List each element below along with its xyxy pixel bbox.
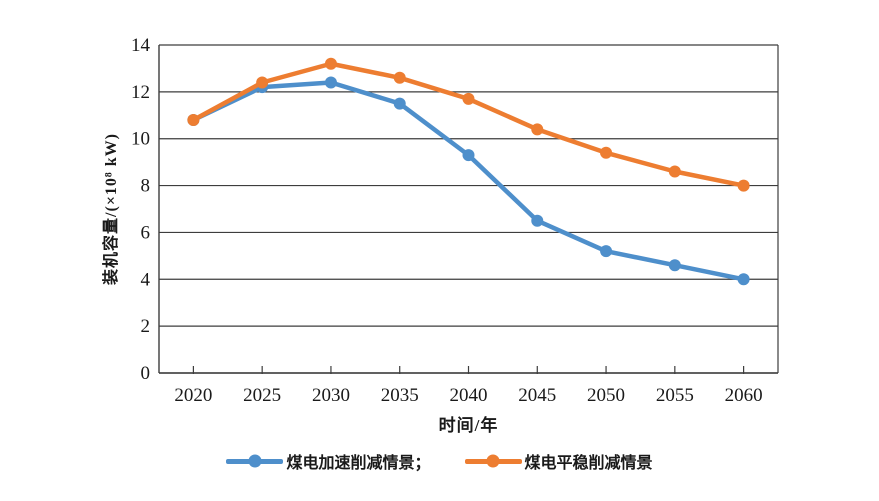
x-tick-label: 2035 bbox=[381, 385, 419, 406]
accelerated-reduction-point bbox=[324, 76, 337, 89]
x-tick-label: 2060 bbox=[725, 385, 763, 406]
x-tick-label: 2055 bbox=[656, 385, 694, 406]
x-tick-label: 2030 bbox=[312, 385, 350, 406]
accelerated-reduction-point bbox=[737, 273, 750, 286]
y-tick-label: 12 bbox=[131, 82, 150, 103]
legend-dot-swatch bbox=[248, 454, 262, 468]
y-tick-label: 8 bbox=[141, 176, 151, 197]
legend-label: 煤电加速削减情景； bbox=[286, 455, 431, 472]
line-marker-icon bbox=[464, 454, 522, 469]
x-tick-label: 2040 bbox=[450, 385, 488, 406]
accelerated-reduction-point bbox=[393, 97, 406, 110]
accelerated-reduction-line bbox=[191, 80, 746, 282]
y-tick-label: 2 bbox=[141, 316, 151, 337]
y-tick-label: 0 bbox=[141, 363, 151, 384]
y-axis-title: 装机容量/(×10⁸ kW) bbox=[103, 133, 120, 285]
accelerated-reduction-point bbox=[668, 259, 681, 272]
steady-reduction-point bbox=[256, 76, 269, 89]
y-tick-label: 6 bbox=[141, 222, 151, 243]
accelerated-reduction-point bbox=[600, 245, 613, 258]
steady-reduction-line bbox=[191, 61, 746, 188]
steady-reduction-point bbox=[393, 71, 406, 84]
x-tick-label: 2020 bbox=[174, 385, 212, 406]
steady-reduction-point bbox=[668, 165, 681, 178]
x-tick-label: 2045 bbox=[518, 385, 556, 406]
y-tick-label: 14 bbox=[131, 35, 151, 56]
x-axis-title: 时间/年 bbox=[438, 416, 499, 435]
legend-item-steady-reduction: 煤电平稳削减情景 bbox=[464, 449, 653, 473]
x-tick-label: 2025 bbox=[243, 385, 281, 406]
legend-dot-swatch bbox=[486, 454, 500, 468]
legend-item-accelerated-reduction: 煤电加速削减情景； bbox=[226, 449, 431, 473]
legend-label: 煤电平稳削减情景 bbox=[524, 455, 653, 472]
steady-reduction-point bbox=[324, 57, 337, 70]
accelerated-reduction-point bbox=[462, 149, 475, 162]
steady-reduction-point bbox=[600, 146, 613, 159]
line-marker-icon bbox=[226, 454, 284, 469]
steady-reduction-point bbox=[737, 179, 750, 192]
accelerated-reduction-point bbox=[531, 214, 544, 227]
x-tick-label: 2050 bbox=[587, 385, 625, 406]
y-tick-label: 10 bbox=[131, 129, 150, 150]
steady-reduction-point bbox=[531, 123, 544, 136]
steady-reduction-point bbox=[187, 113, 200, 126]
y-tick-label: 4 bbox=[141, 269, 151, 290]
steady-reduction-point bbox=[462, 92, 475, 105]
legend: 煤电加速削减情景； 煤电平稳削减情景 bbox=[0, 447, 879, 475]
